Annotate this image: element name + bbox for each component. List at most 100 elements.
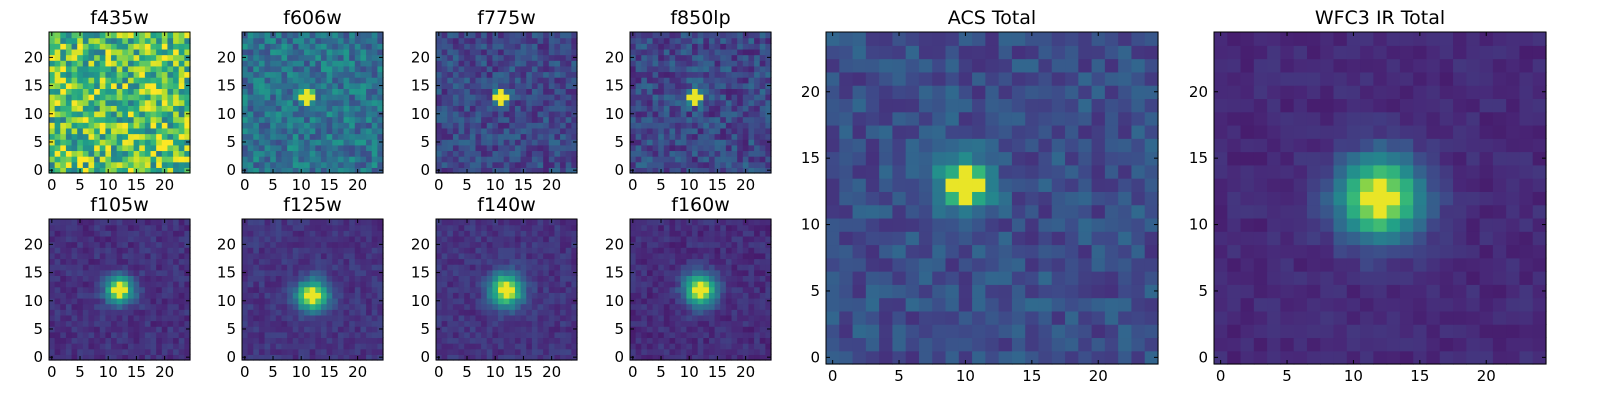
pixel xyxy=(697,281,704,288)
pixel xyxy=(759,156,766,163)
pixel xyxy=(94,258,101,265)
pixel xyxy=(354,144,362,152)
x-tick-label: 15 xyxy=(320,176,339,194)
pixel xyxy=(748,314,755,322)
pixel xyxy=(708,122,716,129)
pixel xyxy=(178,71,185,78)
pixel xyxy=(447,230,454,237)
pixel xyxy=(184,230,191,237)
pixel xyxy=(315,314,322,322)
pixel xyxy=(447,48,454,56)
pixel xyxy=(105,241,112,248)
pixel xyxy=(458,110,465,118)
pixel xyxy=(520,133,527,140)
pixel xyxy=(686,144,693,152)
pixel xyxy=(737,71,744,78)
pixel xyxy=(315,71,322,78)
pixel xyxy=(94,94,101,101)
pixel xyxy=(332,224,339,231)
pixel xyxy=(469,65,477,73)
pixel xyxy=(99,219,106,226)
pixel xyxy=(49,235,56,243)
pixel xyxy=(77,252,84,260)
pixel xyxy=(332,337,339,344)
pixel xyxy=(675,88,682,95)
pixel xyxy=(458,150,465,157)
pixel xyxy=(184,224,191,231)
pixel xyxy=(663,37,671,44)
pixel xyxy=(161,331,169,339)
pixel xyxy=(464,241,471,248)
pixel xyxy=(247,258,254,265)
pixel xyxy=(133,292,140,299)
pixel xyxy=(77,320,84,327)
pixel xyxy=(304,230,311,237)
pixel xyxy=(82,37,90,44)
pixel xyxy=(88,286,95,293)
pixel xyxy=(122,331,129,339)
pixel xyxy=(122,105,129,112)
pixel xyxy=(184,252,191,260)
pixel xyxy=(492,127,499,135)
pixel xyxy=(354,54,362,61)
pixel xyxy=(82,309,90,316)
pixel xyxy=(292,48,299,56)
pixel xyxy=(326,127,333,135)
pixel xyxy=(292,105,299,112)
pixel xyxy=(127,65,135,73)
pixel xyxy=(669,331,676,339)
pixel xyxy=(127,48,135,56)
pixel xyxy=(708,275,716,282)
pixel xyxy=(641,144,648,152)
pixel xyxy=(161,133,169,140)
pixel xyxy=(105,348,112,355)
pixel xyxy=(343,110,350,118)
pixel xyxy=(122,281,129,288)
pixel xyxy=(65,230,73,237)
pixel xyxy=(287,219,294,226)
pixel xyxy=(337,281,345,288)
pixel xyxy=(441,309,448,316)
pixel xyxy=(242,320,249,327)
pixel xyxy=(503,122,510,129)
pixel xyxy=(458,37,465,44)
pixel xyxy=(697,297,704,305)
pixel xyxy=(509,219,516,226)
pixel xyxy=(630,320,637,327)
pixel xyxy=(377,156,384,163)
pixel xyxy=(481,127,488,135)
pixel xyxy=(554,133,561,140)
pixel xyxy=(731,161,738,168)
pixel xyxy=(486,297,493,305)
pixel xyxy=(105,37,112,44)
pixel xyxy=(116,32,123,39)
x-tick-label: 20 xyxy=(542,363,561,381)
pixel xyxy=(543,320,550,327)
pixel xyxy=(354,247,362,254)
pixel xyxy=(82,127,90,135)
pixel xyxy=(253,281,260,288)
pixel xyxy=(144,337,152,344)
pixel xyxy=(49,303,56,310)
pixel xyxy=(554,99,561,106)
pixel xyxy=(161,105,169,112)
pixel xyxy=(720,286,727,293)
pixel xyxy=(464,60,471,67)
pixel xyxy=(315,354,322,361)
pixel xyxy=(156,110,163,118)
pixel xyxy=(537,224,544,231)
pixel xyxy=(65,105,73,112)
pixel xyxy=(481,286,488,293)
pixel xyxy=(635,269,642,276)
pixel xyxy=(144,133,152,140)
pixel xyxy=(161,326,169,333)
pixel xyxy=(156,303,163,310)
pixel xyxy=(464,303,471,310)
pixel xyxy=(503,275,510,282)
pixel xyxy=(630,37,637,44)
pixel xyxy=(178,144,185,152)
pixel xyxy=(354,309,362,316)
pixel xyxy=(560,48,567,56)
pixel xyxy=(122,99,129,106)
pixel xyxy=(669,303,676,310)
